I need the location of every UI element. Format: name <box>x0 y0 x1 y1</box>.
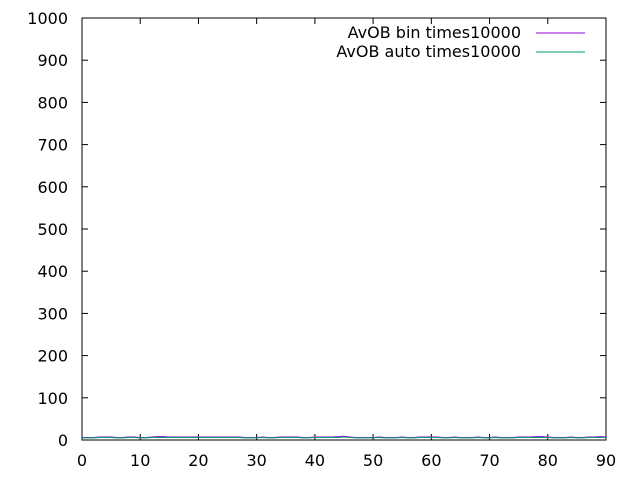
y-tick-label: 600 <box>37 178 68 197</box>
x-tick-label: 70 <box>479 451 499 470</box>
y-tick-label: 0 <box>58 431 68 450</box>
axes: 0 100 200 300 400 500 600 700 800 900 1000 0 10 20 30 4… <box>27 9 616 470</box>
x-tick-label: 80 <box>538 451 558 470</box>
data-series <box>82 435 607 439</box>
x-tick-label: 0 <box>77 451 87 470</box>
y-tick-label: 700 <box>37 136 68 155</box>
legend-label-1: AvOB bin times10000 <box>348 23 521 42</box>
y-tick-label: 500 <box>37 220 68 239</box>
x-tick-label: 60 <box>421 451 441 470</box>
y-tick-label: 800 <box>37 93 68 112</box>
legend-label-2: AvOB auto times10000 <box>336 42 521 61</box>
y-tick-label: 1000 <box>27 9 68 28</box>
y-tick-label: 200 <box>37 347 68 366</box>
x-tick-label: 90 <box>596 451 616 470</box>
plot-frame <box>81 17 607 441</box>
x-tick-label: 30 <box>246 451 266 470</box>
x-tick-label: 40 <box>305 451 325 470</box>
y-tick-label: 100 <box>37 389 68 408</box>
series-line-2 <box>82 436 606 439</box>
y-tick-label: 400 <box>37 262 68 281</box>
x-tick-label: 20 <box>188 451 208 470</box>
x-tick-label: 10 <box>130 451 150 470</box>
y-tick-label: 300 <box>37 304 68 323</box>
y-tick-label: 900 <box>37 51 68 70</box>
x-tick-label: 50 <box>363 451 383 470</box>
